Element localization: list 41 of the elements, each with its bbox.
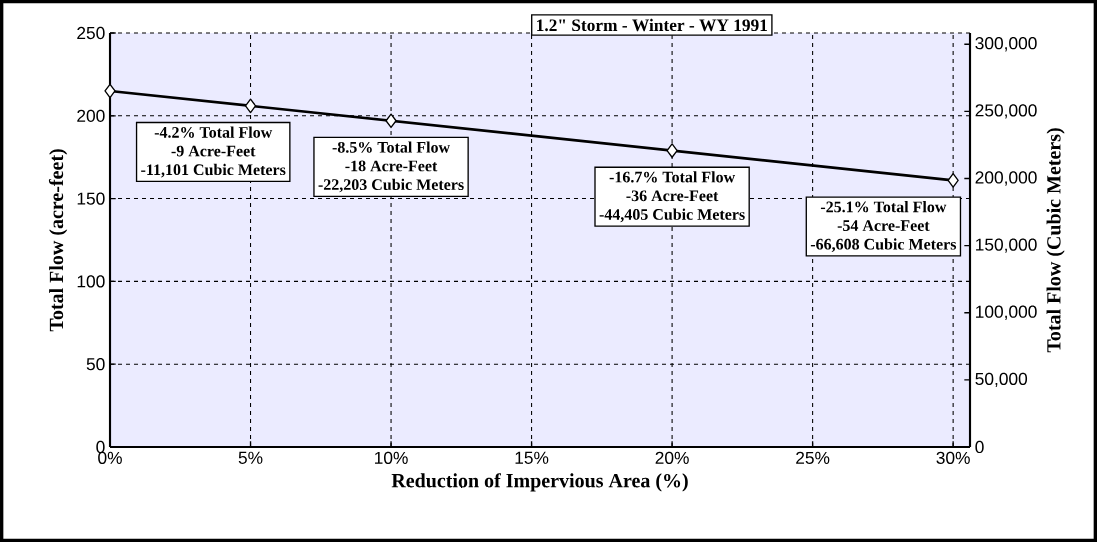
y-axis-title: Total Flow (acre-feet) — [48, 149, 68, 332]
annotation: -54 Acre-Feet — [837, 220, 930, 231]
y2-tick-label: 0 — [975, 440, 984, 454]
x-axis-title: Reduction of Impervious Area (%) — [391, 473, 688, 492]
y2-tick-label: 300,000 — [975, 37, 1037, 52]
point — [104, 83, 116, 99]
x-tick-label: 15% — [515, 451, 549, 464]
x-tick-label: 10% — [375, 451, 408, 464]
annotation: -16.7% Total Flow — [609, 171, 736, 183]
y-tick-label: 250 — [77, 26, 105, 40]
annotation: -18 Acre-Feet — [345, 160, 438, 172]
y2-tick-label: 50,000 — [975, 372, 1028, 388]
y-tick-label: 200 — [77, 109, 105, 122]
x-tick-label: 20% — [655, 451, 689, 464]
y2-tick-label: 100,000 — [976, 305, 1037, 320]
y-tick-label: 0 — [96, 440, 105, 454]
annotation: -9 Acre-Feet — [171, 145, 256, 157]
y-tick-label: 100 — [77, 275, 105, 288]
y2-tick-label: 150,000 — [976, 238, 1037, 253]
y2-tick-label: 200,000 — [975, 171, 1037, 186]
x-tick-label: 0% — [98, 451, 122, 464]
annotation: -66,608 Cubic Meters — [810, 238, 957, 252]
annotation: -36 Acre-Feet — [626, 190, 719, 202]
point — [385, 113, 397, 129]
point — [947, 173, 959, 188]
y-tick-label: 150 — [77, 192, 105, 205]
chart-title: 1.2" Storm - Winter - WY 1991 — [537, 18, 767, 32]
annotation: -22,203 Cubic Meters — [318, 178, 464, 193]
annotation: -8.5% Total Flow — [332, 141, 450, 153]
point — [244, 98, 257, 114]
x-tick-label: 25% — [796, 451, 830, 464]
x-tick-label: 5% — [238, 451, 263, 464]
y2-tick-label: 250,000 — [975, 104, 1037, 119]
annotation: -11,101 Cubic Meters — [141, 163, 286, 178]
annotation: -4.2% Total Flow — [154, 126, 273, 138]
annotation: -25.1% Total Flow — [820, 201, 947, 213]
y-tick-label: 50 — [86, 358, 105, 371]
y2-axis-title: Total Flow (Cubic Meters) — [1046, 128, 1065, 353]
point — [666, 143, 678, 158]
annotation: -44,405 Cubic Meters — [599, 208, 745, 223]
x-tick-label: 30% — [936, 451, 970, 464]
